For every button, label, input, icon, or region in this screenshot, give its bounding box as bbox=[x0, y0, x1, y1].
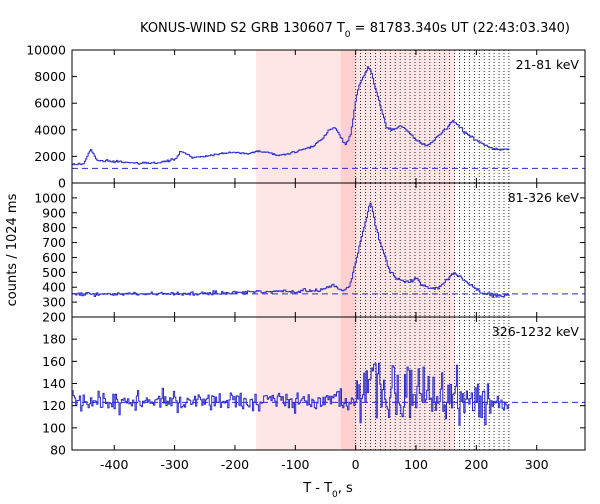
light-curve bbox=[72, 202, 510, 298]
x-tick-label: -100 bbox=[281, 457, 309, 472]
y-tick-label: 140 bbox=[42, 376, 66, 391]
y-tick-label: 2000 bbox=[34, 149, 66, 164]
y-tick-label: 1000 bbox=[34, 190, 66, 205]
chart-title-rest: = 81783.340s UT (22:43:03.340) bbox=[351, 21, 570, 36]
y-tick-label: 800 bbox=[42, 220, 66, 235]
x-tick-label: -300 bbox=[160, 457, 188, 472]
y-axis-label: counts / 1024 ms bbox=[5, 193, 20, 306]
x-axis-label-rest: , s bbox=[338, 481, 353, 496]
y-tick-label: 100 bbox=[42, 420, 66, 435]
light-curve bbox=[72, 362, 510, 426]
y-tick-label: 180 bbox=[42, 332, 66, 347]
shaded-interval-2 bbox=[340, 183, 356, 317]
y-tick-label: 300 bbox=[42, 295, 66, 310]
y-tick-label: 120 bbox=[42, 398, 66, 413]
y-tick-label: 200 bbox=[42, 310, 66, 325]
y-tick-label: 4000 bbox=[34, 122, 66, 137]
shaded-interval-1 bbox=[256, 183, 341, 317]
x-tick-label: -400 bbox=[100, 457, 128, 472]
panel-energy-label: 326-1232 keV bbox=[492, 324, 580, 339]
x-tick-label: 300 bbox=[525, 457, 549, 472]
y-tick-label: 6000 bbox=[34, 96, 66, 111]
x-tick-label: -200 bbox=[221, 457, 249, 472]
x-tick-label: 100 bbox=[404, 457, 428, 472]
y-tick-label: 400 bbox=[42, 280, 66, 295]
y-tick-label: 900 bbox=[42, 205, 66, 220]
x-tick-label: 0 bbox=[352, 457, 360, 472]
chart-title-main: KONUS-WIND S2 GRB 130607 T bbox=[140, 21, 345, 36]
y-tick-label: 0 bbox=[58, 176, 66, 191]
y-tick-label: 160 bbox=[42, 354, 66, 369]
x-axis-label-main: T - T bbox=[302, 481, 332, 496]
light-curve bbox=[72, 66, 510, 166]
panel-3: 80 100 120 140 160 180 326-1232 keV bbox=[42, 316, 586, 458]
x-axis-label-sub: 0 bbox=[332, 490, 338, 500]
x-axis-label: T - T0, s bbox=[302, 481, 353, 500]
y-tick-label: 10000 bbox=[26, 43, 66, 58]
y-tick-label: 700 bbox=[42, 235, 66, 250]
y-tick-label: 600 bbox=[42, 250, 66, 265]
shaded-interval-2 bbox=[340, 317, 356, 450]
y-tick-label: 500 bbox=[42, 265, 66, 280]
shaded-interval-2 bbox=[340, 50, 356, 183]
x-tick-label: 200 bbox=[464, 457, 488, 472]
y-tick-label: 8000 bbox=[34, 69, 66, 84]
panel-1: 0 2000 4000 6000 8000 10000 21-81 keV bbox=[26, 43, 586, 191]
shaded-interval-1 bbox=[256, 317, 341, 450]
shaded-interval-1 bbox=[256, 50, 341, 183]
chart-title-sub: 0 bbox=[345, 30, 351, 40]
panel-energy-label: 21-81 keV bbox=[516, 57, 580, 72]
panel-energy-label: 81-326 keV bbox=[508, 190, 580, 205]
y-tick-label: 80 bbox=[50, 443, 66, 458]
chart-title: KONUS-WIND S2 GRB 130607 T0 = 81783.340s… bbox=[140, 21, 570, 40]
